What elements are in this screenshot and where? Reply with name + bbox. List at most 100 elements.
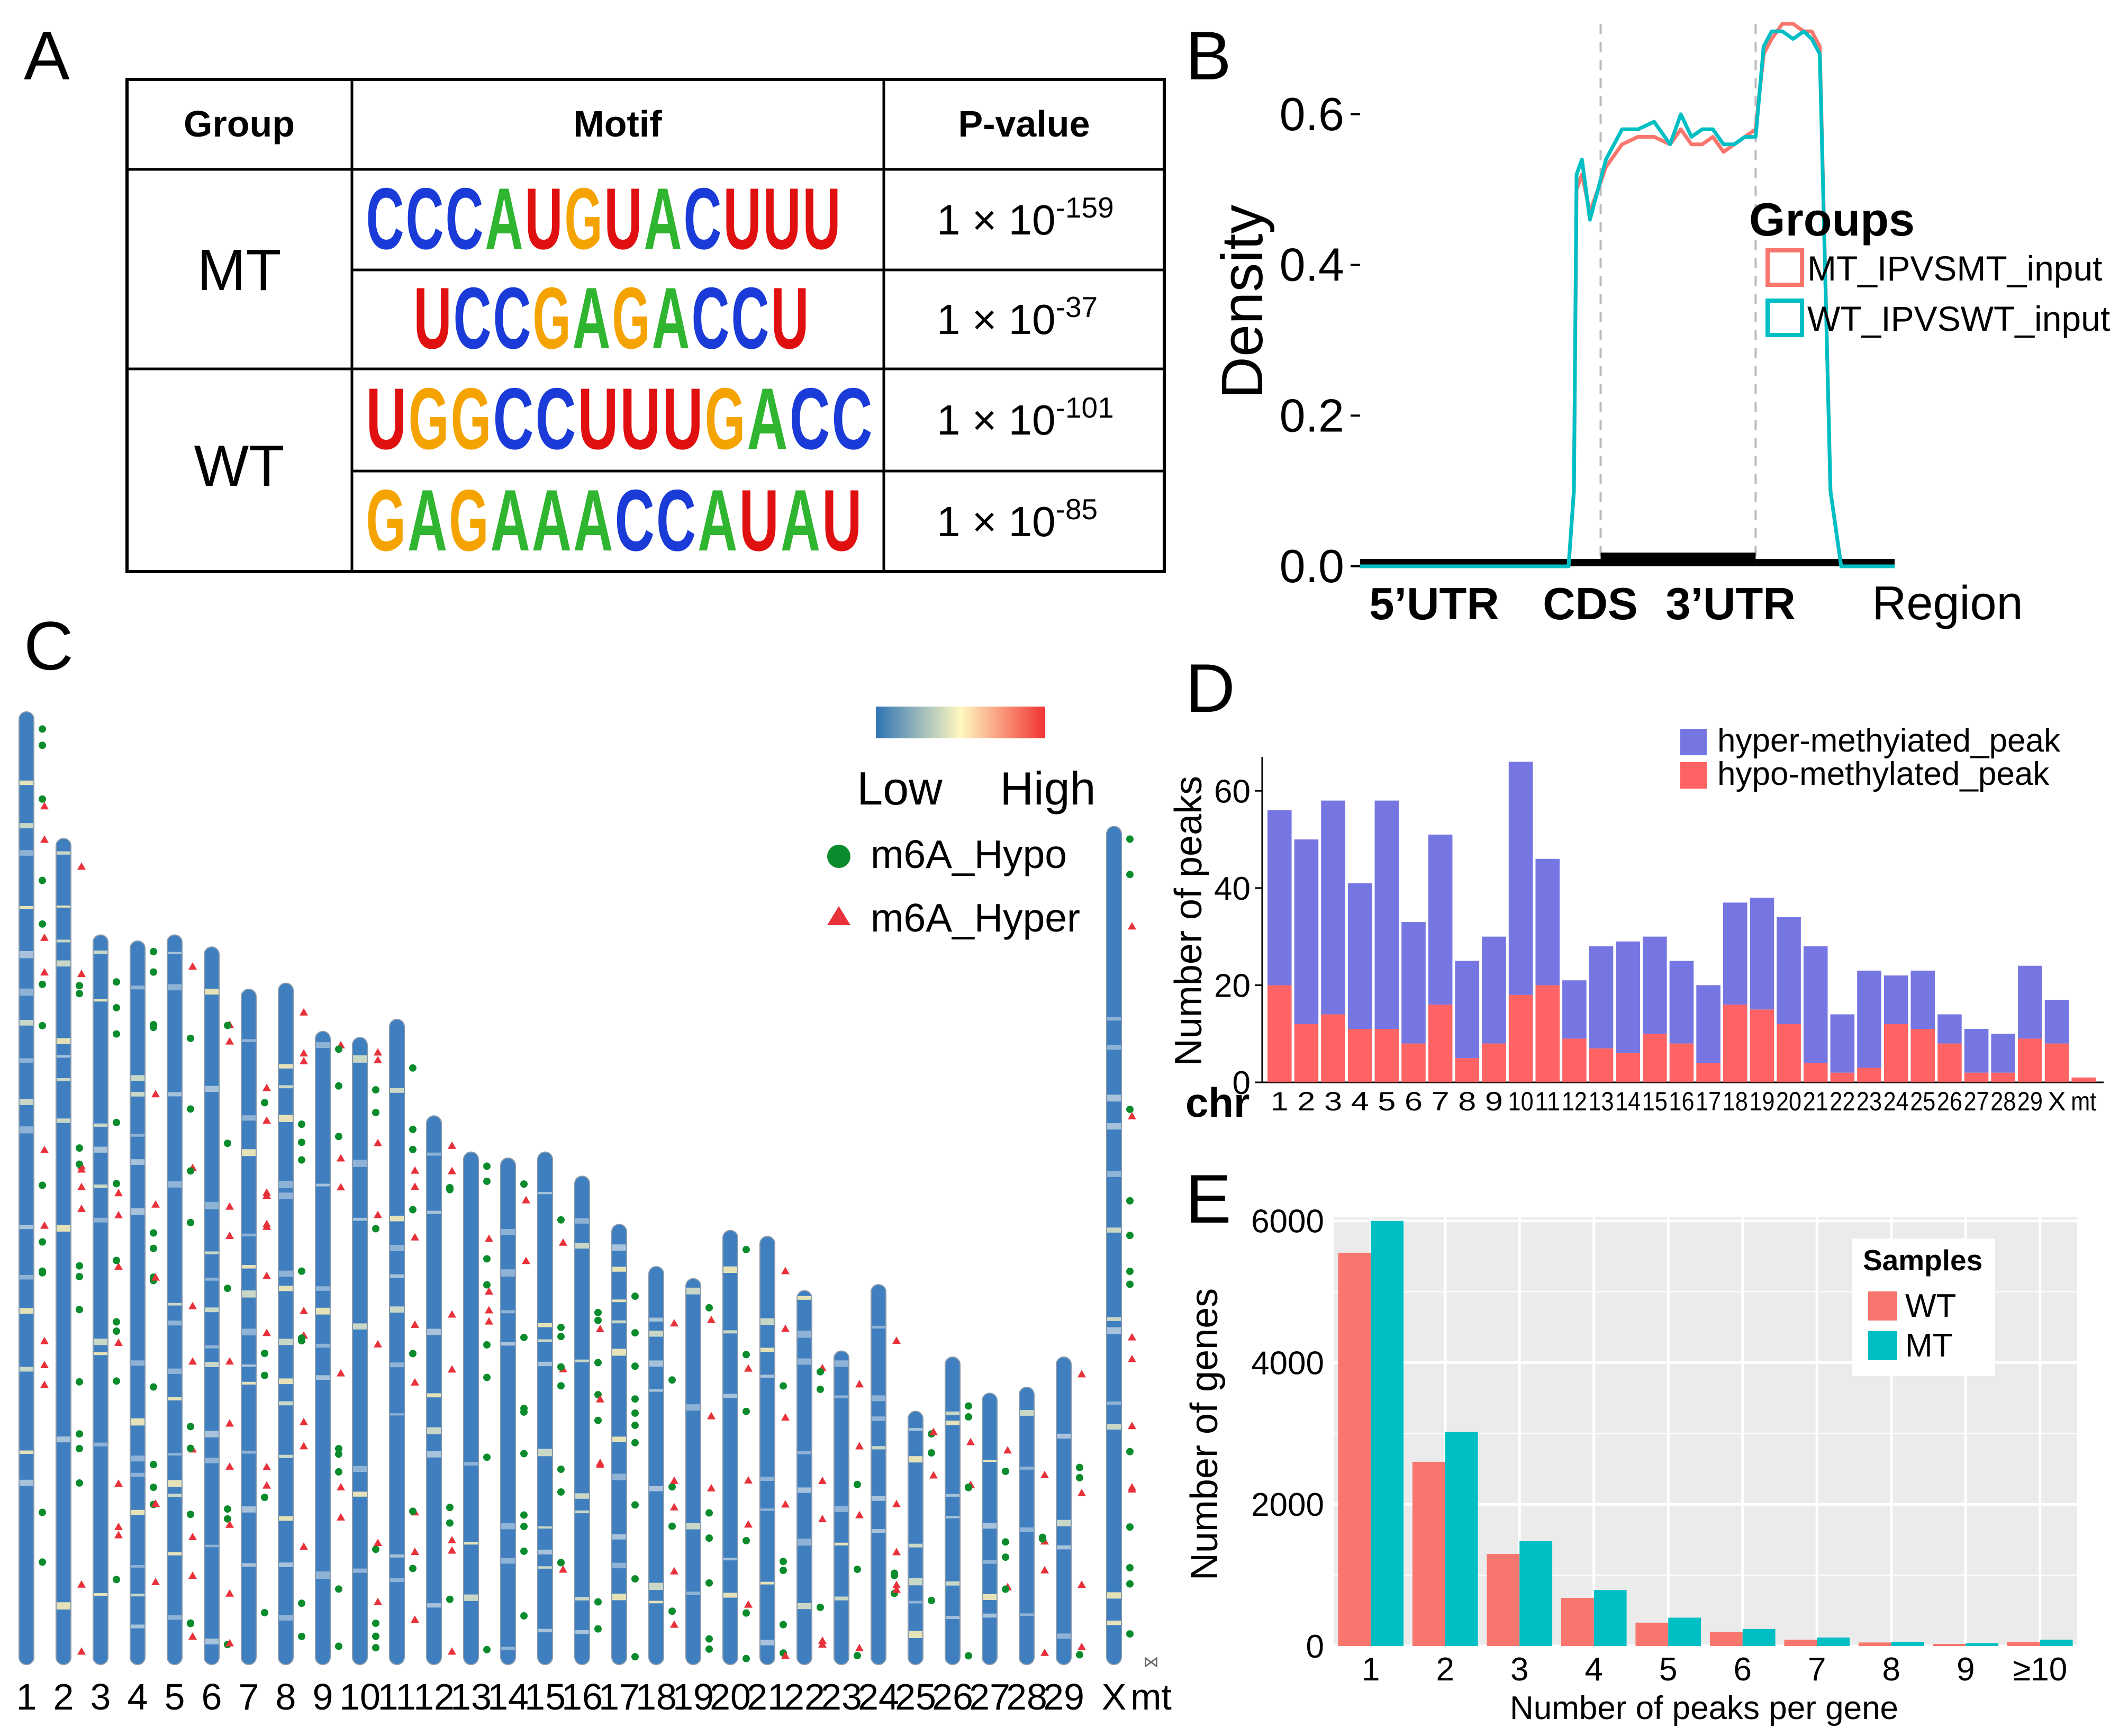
hypo-peak-marker [261, 1608, 268, 1616]
hyper-peak-marker [596, 1458, 604, 1466]
hypo-peak-marker [113, 1318, 120, 1326]
chromosome-band [760, 1640, 774, 1645]
hypo-peak-marker [817, 1603, 824, 1611]
hypo-peak-marker [705, 1534, 713, 1542]
chromosome-band [946, 1421, 959, 1425]
hyper-bar [1723, 902, 1747, 1005]
hypo-peak-marker [483, 1177, 491, 1185]
hyper-peak-marker [374, 1539, 382, 1547]
hypo-peak-marker [187, 1105, 194, 1113]
x-tick-label: 12 [1562, 1087, 1587, 1116]
hypo-peak-marker [409, 1206, 416, 1214]
hypo-peak-marker [76, 1306, 83, 1314]
hypo-peak-marker [1002, 1538, 1009, 1546]
hyper-peak-marker [1077, 1580, 1086, 1588]
chromosome-bar [426, 1115, 442, 1666]
hyper-peak-marker [374, 1055, 382, 1063]
table-header-pvalue: P-value [958, 103, 1090, 144]
y-tick-label: 0 [1233, 1065, 1251, 1101]
chromosome-band [427, 1152, 441, 1156]
hypo-bar [1321, 1014, 1345, 1082]
y-tick-label: 6000 [1251, 1204, 1324, 1240]
bar-mt [1742, 1629, 1776, 1646]
x-tick-label: 25 [1910, 1087, 1935, 1116]
x-tick-label: 3 [1510, 1651, 1528, 1688]
hyper-peak-marker [225, 1419, 234, 1427]
hypo-peak-marker [780, 1621, 787, 1629]
hypo-peak-marker [928, 1449, 935, 1457]
chromosome-band [464, 1594, 478, 1601]
chromosome-bar [389, 1019, 405, 1665]
chromosome-band [798, 1331, 811, 1338]
chromosome-band [316, 1286, 330, 1291]
legend-label-hypo: hypo-methylated_peak [1717, 756, 2050, 792]
hyper-peak-marker [448, 1141, 456, 1149]
hyper-peak-marker [300, 1049, 308, 1057]
chromosome-band [612, 1267, 626, 1272]
hyper-peak-marker [337, 1154, 345, 1162]
chromosome-band [20, 1126, 33, 1134]
hyper-peak-marker [892, 1499, 901, 1507]
motif-letter: U [763, 170, 801, 267]
hyper-bar [1643, 936, 1667, 1034]
motif-letter: A [573, 269, 611, 367]
chromosome-bar [130, 940, 146, 1665]
hypo-peak-marker [705, 1509, 713, 1517]
hyper-peak-marker [522, 1196, 530, 1204]
hypo-peak-marker [39, 1508, 46, 1516]
hypo-bar [1267, 985, 1292, 1082]
hyper-peak-marker [188, 1533, 197, 1541]
x-tick-label: 9 [1485, 1087, 1503, 1116]
hyper-peak-marker [300, 1542, 308, 1550]
chromosome-band [131, 1594, 144, 1597]
hyper-peak-marker [151, 1200, 160, 1208]
chromosome-band [20, 1058, 33, 1063]
hyper-peak-marker [40, 802, 49, 810]
panel-label-a: A [24, 17, 70, 94]
chromosome-band [390, 1306, 404, 1313]
chromosome-band [538, 1192, 552, 1195]
chromosome-band [20, 1099, 33, 1105]
hypo-peak-marker [39, 876, 46, 884]
hyper-peak-marker [411, 1182, 419, 1190]
hypo-bar [1723, 1005, 1747, 1082]
hypo-peak-marker [76, 1144, 83, 1152]
chromosome-band [686, 1404, 700, 1411]
chromosome-band [798, 1451, 811, 1454]
hyper-bar [2018, 965, 2042, 1039]
hypo-peak-marker [742, 1351, 750, 1359]
chromosome-band [1107, 1327, 1121, 1334]
hyper-peak-marker [559, 1565, 567, 1573]
hypo-peak-marker [520, 1333, 528, 1341]
chromosome-band [205, 1638, 219, 1644]
chromosome-band [390, 1413, 404, 1416]
chromosome-band [427, 1603, 441, 1608]
y-tick-label: 0.4 [1280, 239, 1344, 291]
hyper-peak-marker [670, 1567, 678, 1575]
hypo-bar [1777, 1024, 1801, 1082]
chromosome-band [20, 1274, 33, 1280]
motif-letter: A [573, 472, 613, 569]
chromosome-band [872, 1395, 885, 1402]
chromosome-band [57, 1055, 70, 1058]
chromosome-band [575, 1493, 589, 1499]
hypo-peak-marker [150, 1229, 157, 1237]
hypo-peak-marker [335, 1585, 342, 1593]
bar-wt [1412, 1461, 1445, 1646]
hyper-peak-marker [522, 1256, 530, 1264]
x-tick-label: 10 [1508, 1087, 1534, 1116]
x-tick-label: 7 [1808, 1651, 1826, 1688]
hyper-peak-marker [225, 1357, 234, 1365]
chromosome-band [760, 1318, 774, 1325]
chromosome-band [501, 1228, 515, 1235]
hyper-peak-marker [114, 1189, 123, 1197]
hypo-peak-marker [372, 1632, 379, 1640]
hyper-peak-marker [1077, 1370, 1086, 1378]
chromosome-band [427, 1427, 441, 1434]
hypo-peak-marker [891, 1569, 898, 1577]
chromosome-bar [537, 1151, 553, 1665]
hyper-peak-marker [1040, 1470, 1049, 1478]
motif-letter: A [408, 472, 447, 569]
chromosome-band [353, 1160, 367, 1167]
